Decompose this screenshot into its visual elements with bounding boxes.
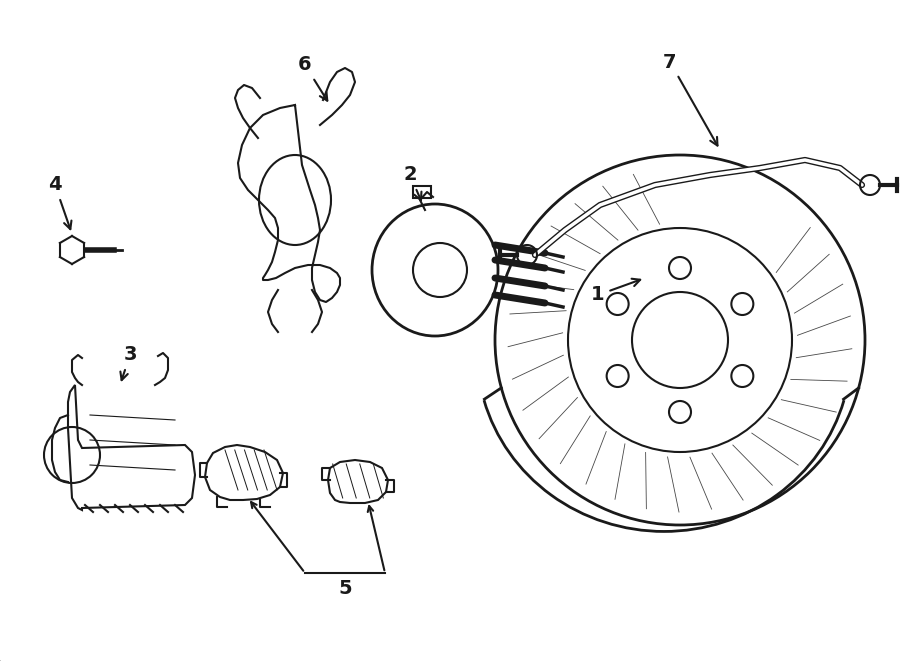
Text: 1: 1 xyxy=(591,279,640,305)
Text: 6: 6 xyxy=(298,56,328,100)
Text: 2: 2 xyxy=(403,165,421,200)
Text: 3: 3 xyxy=(121,346,137,380)
Text: 4: 4 xyxy=(49,176,71,229)
Text: 7: 7 xyxy=(663,52,717,145)
Text: 5: 5 xyxy=(338,578,352,598)
